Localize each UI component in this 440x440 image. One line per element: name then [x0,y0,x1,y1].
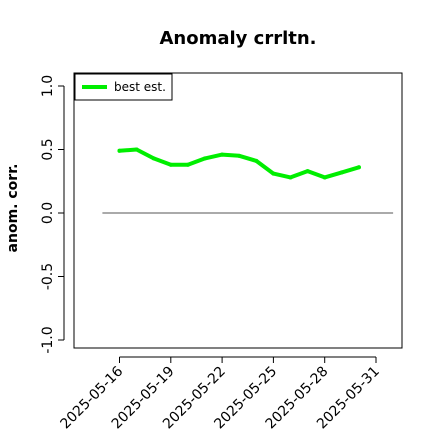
y-axis-label: anom. corr. [5,164,21,253]
series-point [322,175,327,180]
series-layer [117,147,361,180]
y-tick-label: -1.0 [40,326,56,353]
legend-label: best est. [114,80,166,94]
series-point [117,148,122,153]
y-tick-label: -0.5 [40,263,56,290]
series-point [356,165,361,170]
legend: best est. [74,73,173,101]
series-point [305,169,310,174]
series-line [117,147,361,180]
series-point [168,162,173,167]
series-point [185,162,190,167]
chart-title: Anomaly crrltn. [159,28,316,49]
series-point [203,156,207,161]
series-point [254,158,259,163]
plot-area-frame [73,72,403,349]
series-point [134,147,139,152]
series-point [271,171,276,176]
series-point [237,153,242,158]
series-point [288,175,293,180]
series-point [220,152,225,157]
x-axis: 2025-05-162025-05-192025-05-222025-05-25… [57,356,383,432]
y-tick-label: 1.0 [40,75,56,97]
y-tick-label: 0.0 [40,202,56,224]
series-point [151,156,156,161]
y-axis: -1.0 -0.5 0.0 0.5 1.0 [40,75,65,354]
y-tick-label: 0.5 [40,138,56,160]
series-point [339,170,344,175]
